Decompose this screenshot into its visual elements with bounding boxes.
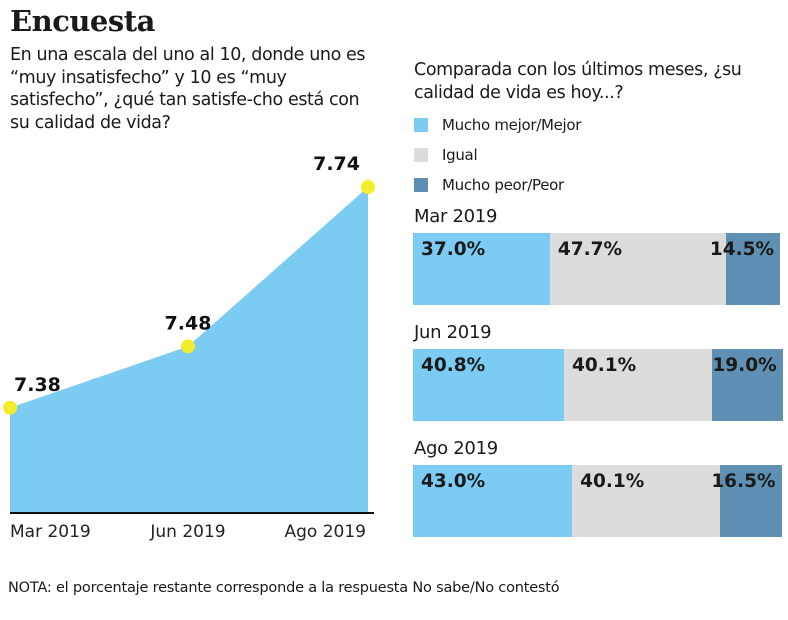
data-point xyxy=(3,400,17,415)
period-label: Jun 2019 xyxy=(414,322,492,343)
x-tick-label: Mar 2019 xyxy=(10,522,91,542)
legend-label: Mucho peor/Peor xyxy=(442,176,564,194)
bar-segment: 16.5% xyxy=(711,465,782,537)
bar-value-label: 40.1% xyxy=(571,355,637,376)
bar-value-label: 16.5% xyxy=(711,471,776,492)
period-label: Mar 2019 xyxy=(414,206,498,227)
bar-segment: 19.0% xyxy=(712,349,783,421)
page-title: Encuesta xyxy=(10,4,155,38)
x-tick-label: Ago 2019 xyxy=(285,522,367,542)
bar-segment: 40.8% xyxy=(413,349,564,421)
area-chart-question: En una escala del uno al 10, donde uno e… xyxy=(10,45,366,133)
data-point xyxy=(361,180,375,194)
bar-segment: 43.0% xyxy=(413,465,573,537)
bar-value-label: 40.1% xyxy=(580,471,645,492)
area-chart: 7.38 Mar 2019 7.48 Jun 2019 7.74 Ago 2019 xyxy=(3,153,375,542)
legend-item: Igual xyxy=(414,146,478,164)
legend-label: Mucho mejor/Mejor xyxy=(442,116,582,134)
legend-item: Mucho mejor/Mejor xyxy=(414,116,581,134)
bar-segment: 37.0% xyxy=(413,233,550,305)
bar-value-label: 43.0% xyxy=(421,471,486,492)
data-label: 7.38 xyxy=(14,374,61,396)
stacked-bar: 43.0% 40.1% 16.5% xyxy=(413,465,783,537)
data-point xyxy=(181,339,195,354)
footnote: NOTA: el porcentaje restante corresponde… xyxy=(8,580,560,596)
period-label: Ago 2019 xyxy=(414,438,498,459)
bar-segment: 40.1% xyxy=(563,349,713,421)
legend-item: Mucho peor/Peor xyxy=(414,176,564,194)
bar-value-label: 47.7% xyxy=(557,239,623,260)
data-label: 7.74 xyxy=(313,153,360,175)
legend-swatch xyxy=(414,178,428,192)
bar-segment: 40.1% xyxy=(572,465,721,537)
bar-value-label: 40.8% xyxy=(421,355,486,376)
bar-value-label: 19.0% xyxy=(712,355,777,376)
bar-segment: 47.7% xyxy=(549,233,727,305)
legend-swatch xyxy=(414,118,428,132)
legend-swatch xyxy=(414,148,428,162)
data-label: 7.48 xyxy=(165,312,212,334)
bar-value-label: 14.5% xyxy=(709,239,775,260)
bar-segment: 14.5% xyxy=(710,233,781,305)
bar-chart-question: Comparada con los últimos meses, ¿su cal… xyxy=(414,60,742,103)
bar-value-label: 37.0% xyxy=(421,239,486,260)
x-tick-label: Jun 2019 xyxy=(149,522,225,542)
legend-label: Igual xyxy=(442,146,478,164)
stacked-bar: 37.0% 47.7% 14.5% xyxy=(413,233,783,305)
stacked-bar: 40.8% 40.1% 19.0% xyxy=(413,349,783,421)
